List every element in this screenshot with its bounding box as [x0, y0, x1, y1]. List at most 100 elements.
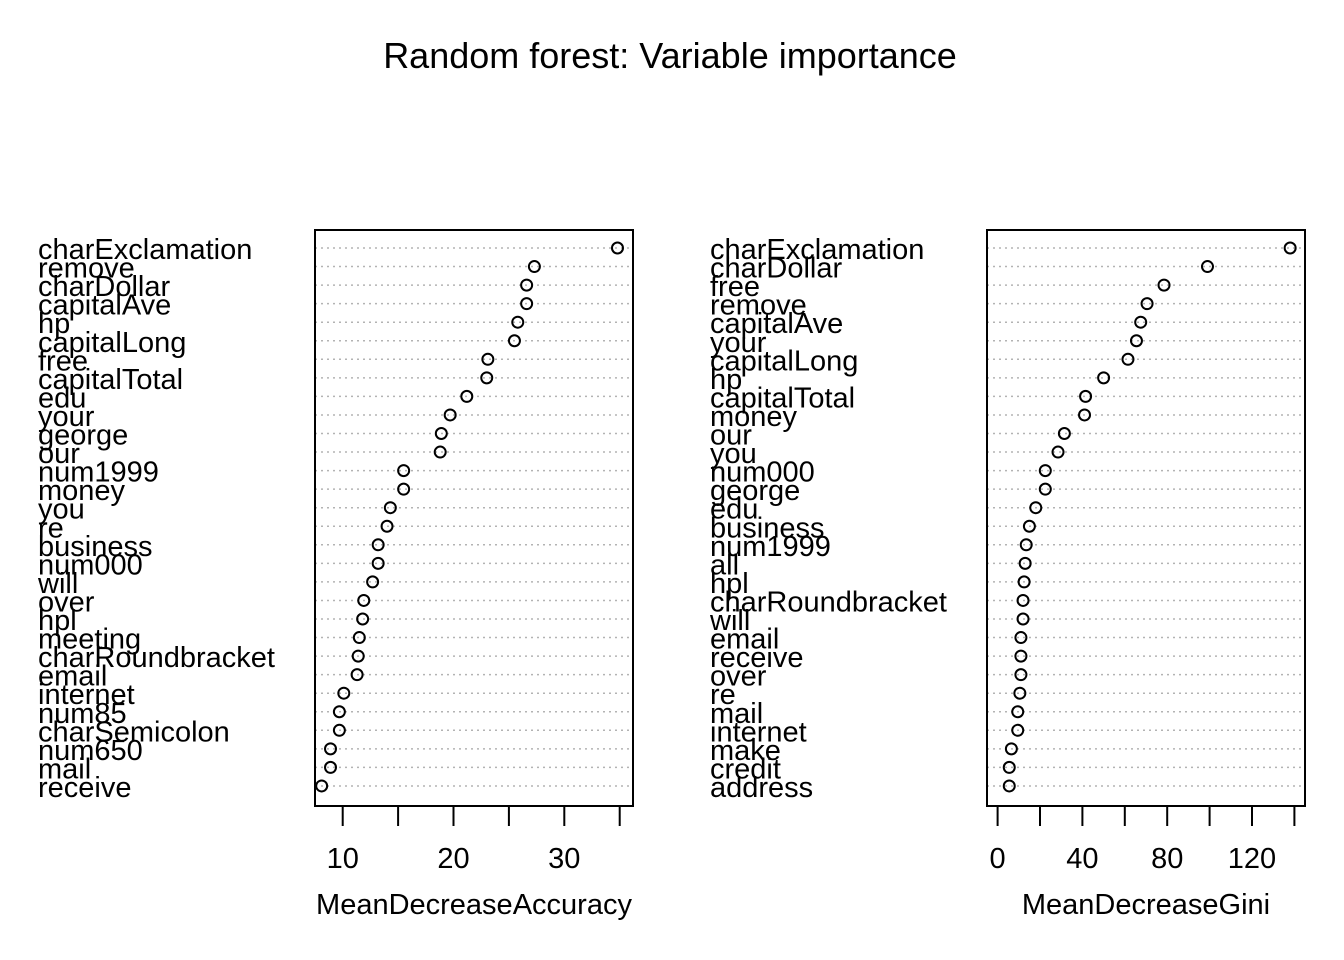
data-point: [366, 575, 380, 589]
variable-label: num000: [710, 457, 815, 489]
data-point: [1038, 482, 1052, 496]
data-point: [1134, 315, 1148, 329]
variable-label: re: [710, 679, 736, 711]
data-point: [1017, 575, 1031, 589]
data-point: [337, 686, 351, 700]
variable-label: meeting: [38, 624, 141, 656]
data-point: [351, 649, 365, 663]
data-point: [1283, 241, 1297, 255]
data-point: [1078, 408, 1092, 422]
data-point: [433, 445, 447, 459]
data-point: [332, 705, 346, 719]
variable-label: our: [710, 420, 752, 452]
data-point: [1014, 649, 1028, 663]
panel-accuracy: charExclamationremovecharDollarcapitalAv…: [37, 229, 634, 921]
variable-label: charExclamation: [38, 234, 252, 266]
variable-label: all: [710, 549, 739, 581]
data-point: [315, 779, 329, 793]
variable-label: num85: [38, 698, 127, 730]
variable-label: remove: [710, 290, 807, 322]
data-point: [324, 742, 338, 756]
variable-label: edu: [710, 494, 758, 526]
data-point: [434, 427, 448, 440]
data-point: [1013, 686, 1027, 700]
variable-label: free: [38, 345, 88, 377]
data-point: [1057, 427, 1071, 440]
variable-label: business: [38, 531, 152, 563]
data-point: [480, 371, 494, 385]
variable-label: you: [38, 494, 85, 526]
variable-label: over: [38, 586, 95, 618]
variable-label: your: [710, 327, 767, 359]
variable-label: george: [38, 420, 128, 452]
variable-label: num1999: [710, 531, 831, 563]
data-point: [1002, 779, 1016, 793]
variable-label: mail: [38, 753, 91, 785]
data-point: [397, 482, 411, 496]
data-point: [1097, 371, 1111, 385]
data-point: [1014, 631, 1028, 645]
data-point: [324, 760, 338, 774]
data-point: [1200, 260, 1214, 274]
data-point: [1018, 556, 1032, 570]
variable-label: charRoundbracket: [38, 642, 275, 674]
x-tick-label: 30: [548, 843, 580, 875]
data-point: [1014, 668, 1028, 682]
data-point: [1002, 760, 1016, 774]
x-tick-label: 40: [1066, 843, 1098, 875]
variable-label: remove: [38, 253, 135, 285]
data-point: [1004, 742, 1018, 756]
x-tick-label: 0: [990, 843, 1006, 875]
x-axis-title: MeanDecreaseAccuracy: [316, 889, 632, 921]
data-point: [520, 278, 534, 292]
variable-label: money: [710, 401, 798, 433]
variable-label: mail: [710, 698, 763, 730]
data-point: [511, 315, 525, 329]
variable-label: capitalTotal: [710, 382, 855, 414]
data-point: [507, 334, 521, 348]
data-point: [1079, 389, 1093, 403]
data-point: [1019, 538, 1033, 552]
data-point: [1038, 464, 1052, 478]
variable-label: hpl: [38, 605, 77, 637]
data-point: [1129, 334, 1143, 348]
data-point: [1029, 501, 1043, 515]
variable-label: our: [38, 438, 80, 470]
variable-label: num1999: [38, 457, 159, 489]
data-point: [371, 556, 385, 570]
data-point: [520, 297, 534, 311]
variable-label: make: [710, 735, 781, 767]
data-point: [1011, 723, 1025, 737]
data-point: [352, 631, 366, 645]
variable-label: capitalTotal: [38, 364, 183, 396]
data-point: [610, 241, 624, 255]
variable-label: num650: [38, 735, 143, 767]
data-point: [460, 389, 474, 403]
data-point: [380, 519, 394, 533]
x-tick-label: 120: [1228, 843, 1276, 875]
variable-label: over: [710, 661, 767, 693]
data-point: [357, 593, 371, 607]
variable-label: capitalAve: [38, 290, 171, 322]
variable-label: internet: [38, 679, 135, 711]
data-point: [1022, 519, 1036, 533]
variable-label: charRoundbracket: [710, 586, 947, 618]
panel-gini: charExclamationcharDollarfreeremovecapit…: [709, 229, 1306, 921]
variable-label: capitalLong: [38, 327, 186, 359]
variable-label: address: [710, 772, 813, 804]
data-point: [383, 501, 397, 515]
variable-label: your: [38, 401, 95, 433]
variable-label: money: [38, 475, 126, 507]
data-point: [1051, 445, 1065, 459]
variable-label: internet: [710, 716, 807, 748]
variable-label: hp: [710, 364, 742, 396]
data-point: [481, 352, 495, 366]
variable-label: receive: [710, 642, 804, 674]
x-tick-label: 80: [1151, 843, 1183, 875]
variable-label: you: [710, 438, 757, 470]
variable-label: will: [709, 605, 750, 637]
variable-label: capitalAve: [710, 308, 843, 340]
plot-frame: [986, 229, 1306, 807]
variable-label: charDollar: [38, 271, 170, 303]
